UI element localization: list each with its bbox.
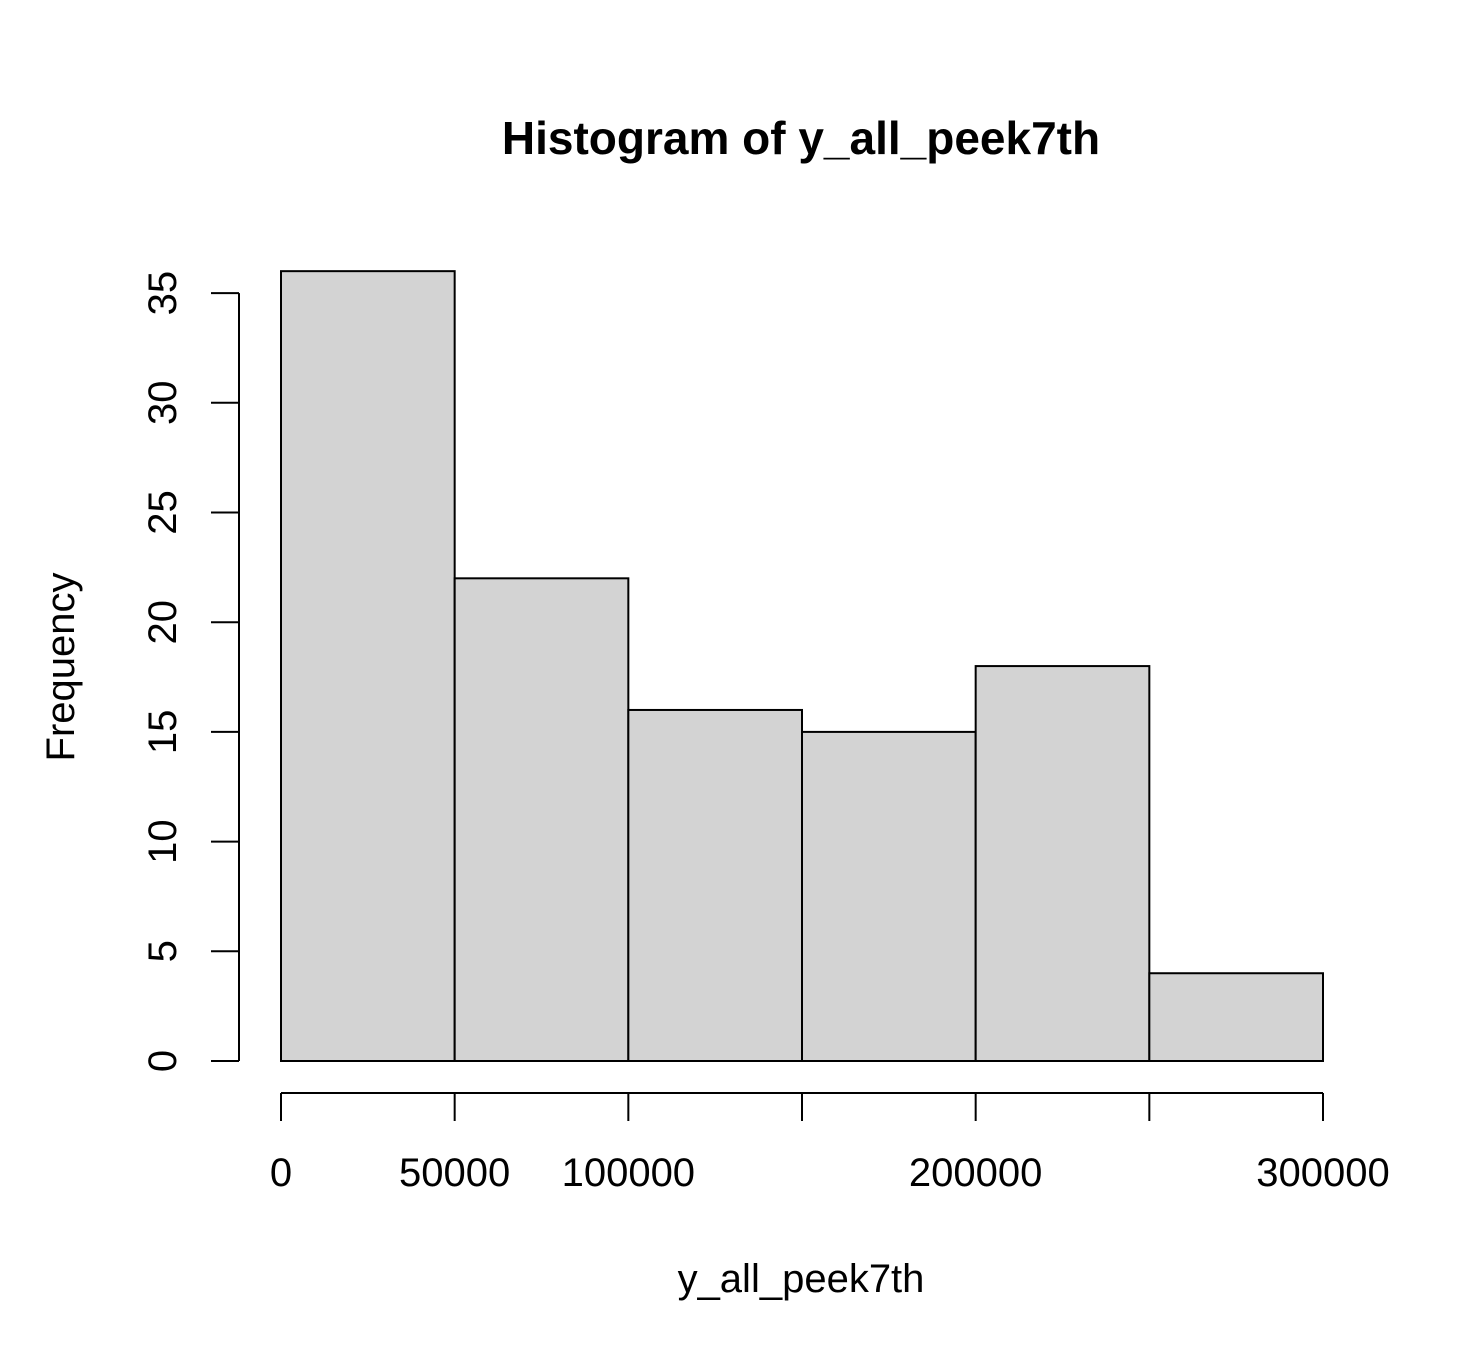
- y-tick-label-5: 5: [141, 940, 185, 962]
- histogram-bar-3: [627, 708, 803, 1063]
- x-tick-label-200000: 200000: [909, 1151, 1042, 1195]
- histogram-bar-4: [801, 730, 977, 1063]
- histogram-bar-2: [453, 577, 630, 1062]
- x-tick-label-50000: 50000: [399, 1151, 510, 1195]
- y-tick-label-0: 0: [141, 1050, 185, 1072]
- x-axis: 0 50000 100000 200000 300000: [270, 1092, 1390, 1195]
- chart-title: Histogram of y_all_peek7th: [502, 112, 1100, 164]
- y-axis-label: Frequency: [39, 573, 83, 762]
- histogram-bar-5: [974, 665, 1151, 1063]
- bars-group: [280, 270, 1325, 1063]
- y-tick-label-15: 15: [141, 710, 185, 755]
- y-tick-label-10: 10: [141, 819, 185, 864]
- y-tick-label-25: 25: [141, 490, 185, 535]
- y-axis: 0 5 10 15 20 25 30 35: [141, 271, 240, 1072]
- histogram-bar-6: [1148, 972, 1325, 1062]
- histogram-bar-1: [280, 270, 456, 1063]
- x-tick-label-300000: 300000: [1256, 1151, 1389, 1195]
- x-axis-label: y_all_peek7th: [678, 1257, 925, 1301]
- x-tick-label-0: 0: [270, 1151, 292, 1195]
- y-tick-label-20: 20: [141, 600, 185, 645]
- x-tick-label-100000: 100000: [562, 1151, 695, 1195]
- y-tick-label-35: 35: [141, 271, 185, 316]
- y-tick-label-30: 30: [141, 381, 185, 426]
